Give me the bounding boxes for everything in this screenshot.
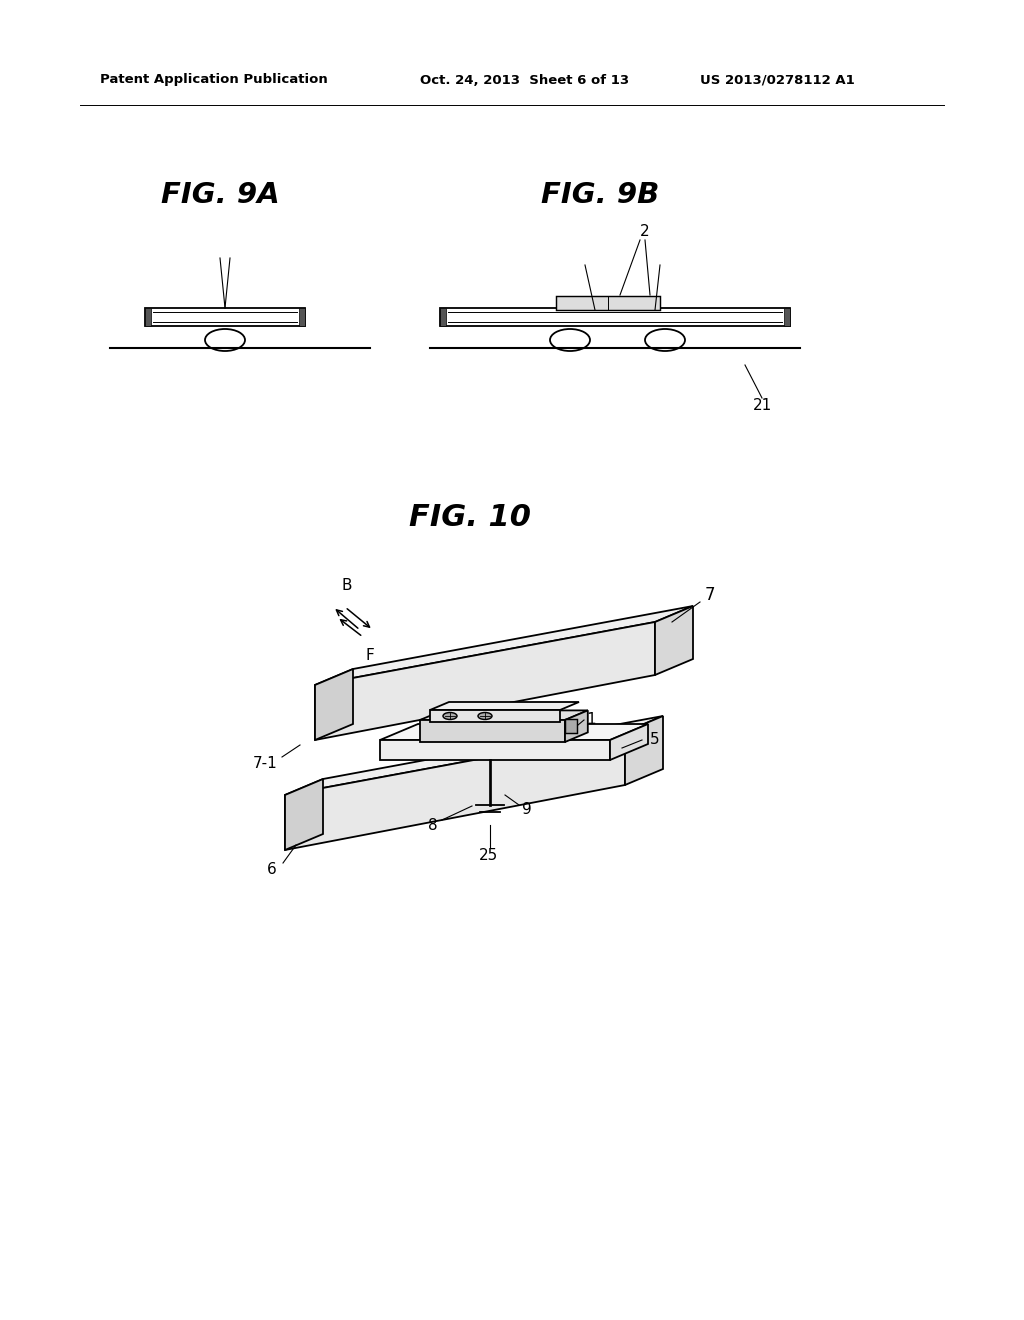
Polygon shape xyxy=(430,702,579,710)
Bar xyxy=(440,308,446,326)
Text: 25: 25 xyxy=(478,847,498,862)
Text: Oct. 24, 2013  Sheet 6 of 13: Oct. 24, 2013 Sheet 6 of 13 xyxy=(420,74,629,87)
Polygon shape xyxy=(625,715,663,785)
Ellipse shape xyxy=(478,713,492,719)
Polygon shape xyxy=(285,733,625,850)
Text: F: F xyxy=(366,648,375,663)
Bar xyxy=(145,308,151,326)
Text: 8: 8 xyxy=(428,817,438,833)
Bar xyxy=(784,308,790,326)
Polygon shape xyxy=(285,779,323,850)
Polygon shape xyxy=(430,710,560,722)
Ellipse shape xyxy=(443,713,457,719)
Text: Patent Application Publication: Patent Application Publication xyxy=(100,74,328,87)
Text: 7: 7 xyxy=(705,586,715,605)
Ellipse shape xyxy=(645,329,685,351)
Polygon shape xyxy=(655,606,693,675)
Text: FIG. 9B: FIG. 9B xyxy=(541,181,659,209)
Polygon shape xyxy=(420,710,588,719)
Ellipse shape xyxy=(550,329,590,351)
Polygon shape xyxy=(315,606,693,685)
Text: 5: 5 xyxy=(650,733,659,747)
Polygon shape xyxy=(315,622,655,741)
Ellipse shape xyxy=(205,329,245,351)
Polygon shape xyxy=(610,723,648,760)
Text: 21: 21 xyxy=(753,397,772,412)
Bar xyxy=(145,308,305,326)
Polygon shape xyxy=(380,741,610,760)
Bar xyxy=(440,308,790,326)
Text: 6: 6 xyxy=(267,862,276,878)
Polygon shape xyxy=(565,710,588,742)
Text: 1: 1 xyxy=(586,713,596,727)
Polygon shape xyxy=(420,719,565,742)
Polygon shape xyxy=(285,715,663,795)
Bar xyxy=(565,719,577,733)
Text: 7-1: 7-1 xyxy=(253,755,278,771)
Polygon shape xyxy=(380,723,648,741)
Polygon shape xyxy=(315,669,353,741)
Bar xyxy=(556,296,660,310)
Text: FIG. 9A: FIG. 9A xyxy=(161,181,280,209)
Text: FIG. 10: FIG. 10 xyxy=(409,503,531,532)
Text: B: B xyxy=(342,578,352,593)
Bar xyxy=(299,308,305,326)
Text: US 2013/0278112 A1: US 2013/0278112 A1 xyxy=(700,74,855,87)
Text: 2: 2 xyxy=(640,224,650,239)
Text: 9: 9 xyxy=(522,803,531,817)
